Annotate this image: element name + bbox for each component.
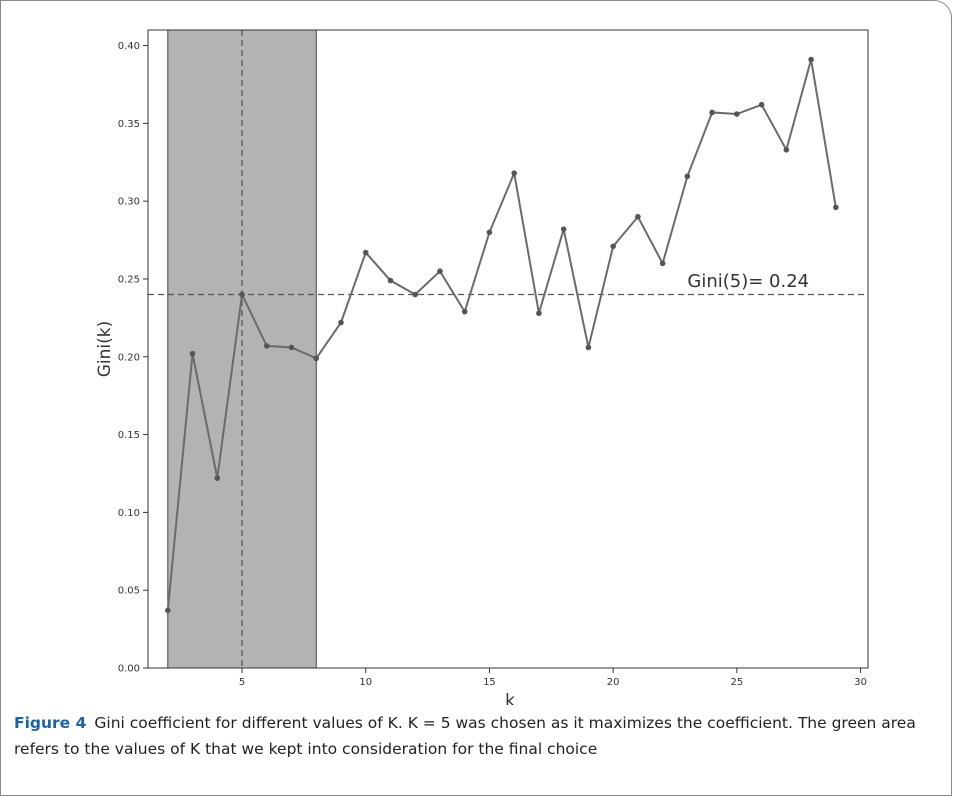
data-point: [808, 56, 814, 63]
figure-caption: Figure 4 Gini coefficient for different v…: [14, 710, 944, 762]
gini-line-chart: 5 10 15 20 25 30 0.00 0.05 0.10 0.15 0.20 0.25 0.30 0…: [95, 29, 869, 705]
data-point: [511, 170, 517, 176]
data-point: [486, 229, 493, 236]
data-point: [560, 226, 567, 232]
y-axis-label: Gini(k): [95, 321, 115, 378]
x-tick-label: 15: [483, 677, 496, 688]
data-point: [362, 249, 369, 256]
x-tick-label: 30: [854, 677, 867, 688]
data-point: [214, 475, 221, 481]
plot-frame: [147, 29, 869, 669]
data-point: [239, 291, 245, 298]
data-point: [412, 291, 419, 298]
y-tick-label: 0.10: [118, 508, 140, 519]
y-tick-label: 0.25: [118, 274, 140, 285]
data-point: [313, 355, 320, 362]
data-point: [461, 308, 468, 315]
data-point: [263, 343, 270, 349]
data-point: [536, 310, 542, 317]
data-point: [635, 213, 641, 220]
data-point: [189, 350, 196, 357]
y-tick-label: 0.00: [118, 664, 140, 675]
data-point: [288, 344, 295, 351]
x-tick-label: 10: [359, 677, 372, 688]
caption-text: Gini coefficient for different values of…: [14, 714, 916, 758]
y-tick-label: 0.15: [118, 430, 140, 441]
data-point: [164, 607, 171, 614]
data-point: [709, 109, 715, 116]
x-tick-label: 5: [239, 677, 245, 688]
y-tick-label: 0.30: [118, 197, 140, 208]
y-tick-label: 0.35: [118, 119, 140, 130]
data-point: [758, 101, 765, 108]
data-point: [387, 277, 394, 284]
gini-annotation: Gini(5)= 0.24: [687, 271, 809, 292]
x-tick-label: 20: [607, 677, 620, 688]
x-axis-label: k: [505, 691, 515, 705]
data-point: [833, 204, 839, 211]
x-tick-label: 25: [730, 677, 743, 688]
data-point: [659, 260, 666, 267]
y-tick-label: 0.05: [118, 586, 140, 597]
y-tick-label: 0.40: [118, 41, 140, 52]
data-point: [684, 173, 691, 180]
data-point: [437, 268, 443, 274]
data-point: [783, 147, 790, 153]
y-tick-label: 0.20: [118, 352, 140, 363]
figure-label: Figure 4: [14, 714, 87, 732]
data-point: [734, 111, 740, 117]
data-point: [610, 243, 616, 250]
data-point: [338, 319, 344, 326]
data-point: [585, 344, 592, 351]
series-line: [166, 59, 837, 611]
